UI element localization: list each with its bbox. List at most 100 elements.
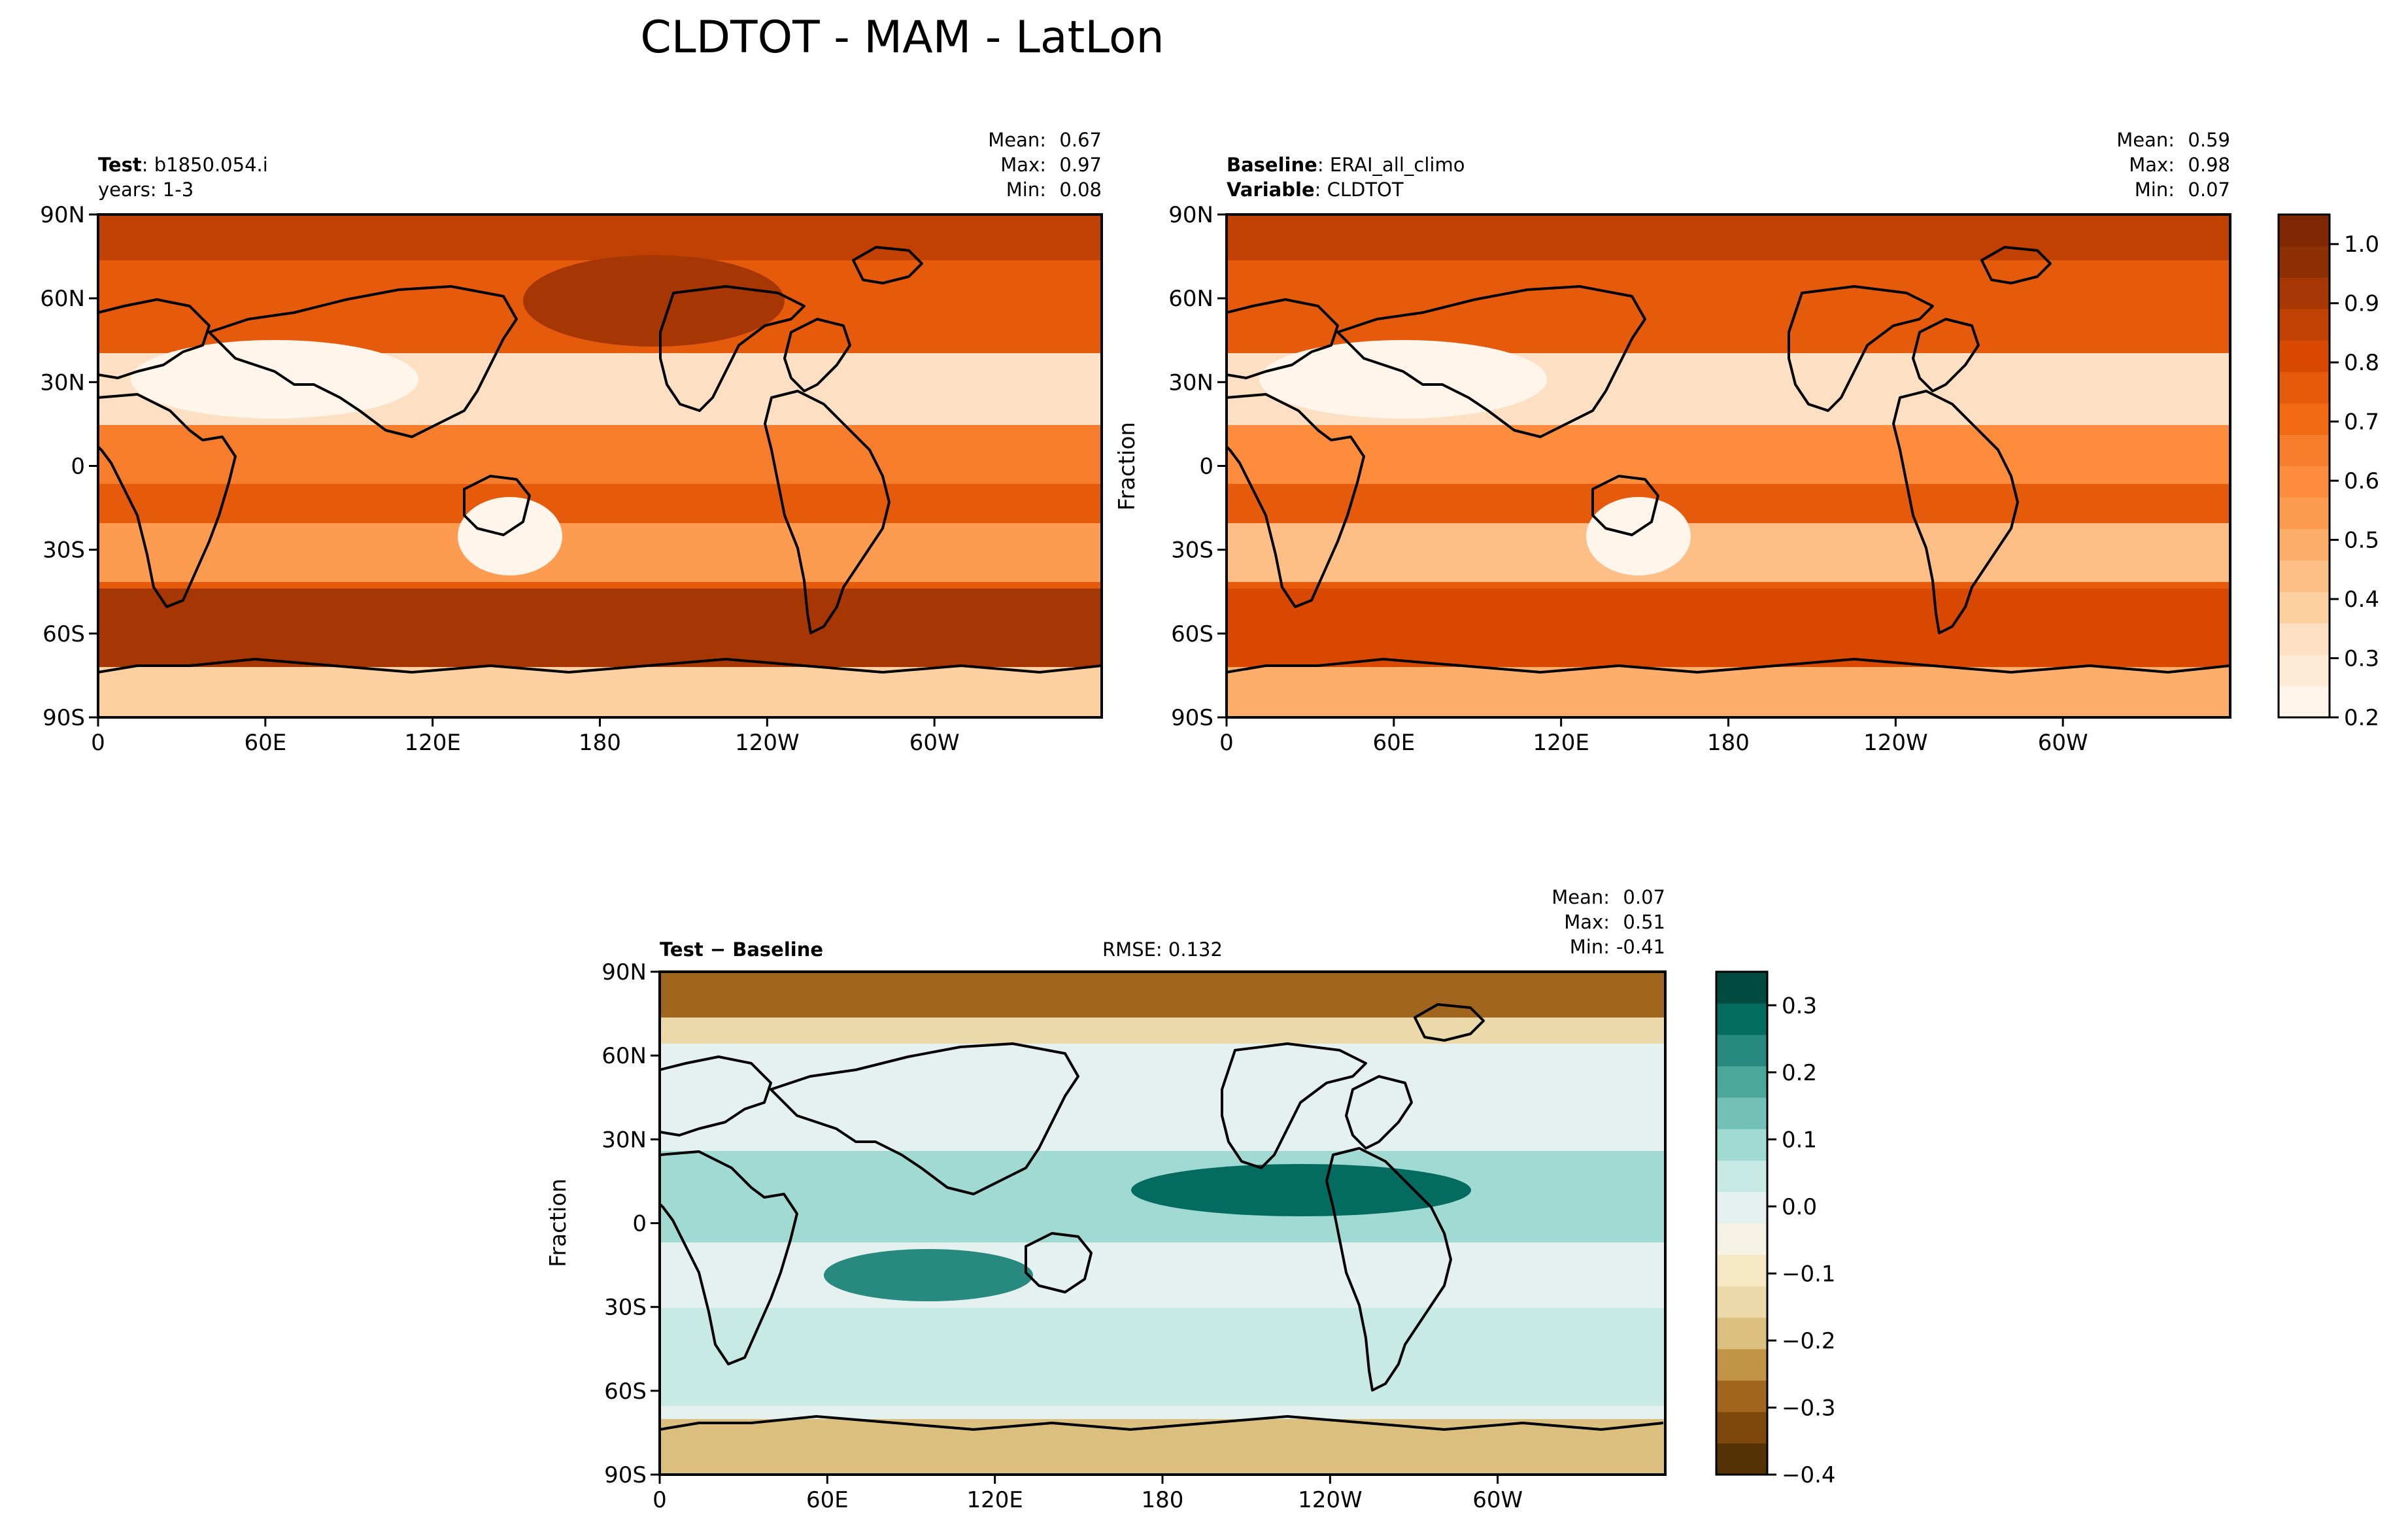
diff-band-arctic — [660, 972, 1665, 1018]
test-years: years: 1-3 — [98, 179, 194, 201]
test-ytick-label: 30S — [42, 538, 85, 564]
diff-max-value: 0.51 — [1623, 911, 1665, 933]
test-mean-label: Mean: — [988, 129, 1046, 151]
diff-colorbar-frame — [1715, 970, 1769, 1476]
baseline-colorbar-segment — [2279, 434, 2330, 466]
diff-colorbar-segment — [1716, 1097, 1767, 1129]
test-ytick-label: 60N — [40, 286, 85, 312]
diff-ytick-label: 60N — [602, 1043, 647, 1069]
baseline-xtick-label: 180 — [1707, 730, 1750, 756]
baseline-colorbar-label: 0.6 — [2344, 468, 2379, 494]
diff-xtick-label: 180 — [1142, 1487, 1184, 1513]
baseline-colorbar-label: 0.3 — [2344, 646, 2379, 672]
baseline-label: Baseline: ERAI_all_climo — [1227, 154, 1465, 176]
diff-colorbar-segment — [1716, 1254, 1767, 1287]
diff-colorbar-segment — [1716, 972, 1767, 1004]
test-label-bold: Test — [98, 154, 142, 176]
test-ytick-label: 30N — [40, 369, 85, 396]
baseline-min-value: 0.07 — [2188, 179, 2230, 201]
test-panel: Test: b1850.054.i years: 1-3 Mean: 0.67 … — [40, 129, 1103, 756]
baseline-xtick-label: 120W — [1863, 730, 1928, 756]
diff-xtick-label: 120W — [1298, 1487, 1363, 1513]
baseline-ylabel: Fraction — [1114, 422, 1140, 511]
diff-ytick-label: 60S — [604, 1378, 647, 1405]
baseline-band-southern-ocean — [1227, 589, 2230, 667]
diff-itcz-core — [1131, 1164, 1471, 1216]
baseline-ytick-label: 60N — [1168, 286, 1213, 312]
diff-colorbar-segment — [1716, 1286, 1767, 1318]
diff-colorbar-label: −0.2 — [1782, 1328, 1836, 1354]
baseline-band-arctic — [1227, 214, 2230, 260]
baseline-sahara — [1259, 340, 1547, 419]
diff-colorbar-label: −0.1 — [1782, 1261, 1836, 1287]
baseline-label-bold: Baseline — [1227, 154, 1317, 176]
baseline-variable-sep: : — [1315, 179, 1327, 201]
diff-colorbar-label: −0.3 — [1782, 1395, 1836, 1421]
baseline-colorbar-segment — [2279, 277, 2330, 309]
figure-title: CLDTOT - MAM - LatLon — [640, 12, 1164, 63]
baseline-mean-label: Mean: — [2116, 129, 2175, 151]
diff-colorbar-segment — [1716, 1317, 1767, 1350]
test-max-value: 0.97 — [1059, 154, 1102, 176]
baseline-colorbar-segment — [2279, 591, 2330, 624]
baseline-band-antarctic — [1227, 667, 2230, 717]
baseline-colorbar-segment — [2279, 246, 2330, 278]
test-ytick-label: 90S — [42, 705, 85, 731]
test-min-label: Min: — [1006, 179, 1046, 201]
baseline-colorbar-segment — [2279, 528, 2330, 561]
diff-colorbar-segment — [1716, 1129, 1767, 1161]
diff-colorbar-label: 0.0 — [1782, 1194, 1817, 1220]
baseline-colorbar-segment — [2279, 309, 2330, 341]
baseline-colorbar-label: 0.5 — [2344, 528, 2379, 554]
baseline-variable-value: CLDTOT — [1327, 179, 1404, 201]
baseline-colorbar-label: 1.0 — [2344, 231, 2379, 258]
diff-spcz-core — [824, 1249, 1033, 1301]
baseline-label-value: ERAI_all_climo — [1330, 154, 1465, 176]
diff-panel: Test − Baseline RMSE: 0.132 Mean: 0.07 M… — [545, 886, 1836, 1513]
baseline-axis-ticks: 0 60E 120E 180 120W 60W 90N 60N 30N 0 30S 60S 90S — [1168, 202, 2088, 756]
baseline-colorbar-label: 0.2 — [2344, 705, 2379, 731]
baseline-band-tropics — [1227, 425, 2230, 484]
test-mean-value: 0.67 — [1059, 129, 1102, 151]
diff-colorbar-segment — [1716, 1160, 1767, 1192]
diff-xtick-label: 120E — [966, 1487, 1023, 1513]
diff-rmse: RMSE: 0.132 — [1102, 938, 1223, 961]
baseline-variable-bold: Variable — [1227, 179, 1315, 201]
baseline-max-value: 0.98 — [2188, 154, 2230, 176]
diff-colorbar-segment — [1716, 1443, 1767, 1475]
baseline-colorbar-segment — [2279, 214, 2330, 247]
baseline-xtick-label: 120E — [1533, 730, 1589, 756]
diff-colorbar-segment — [1716, 1411, 1767, 1444]
test-xtick-label: 120W — [735, 730, 800, 756]
test-axis-ticks: 0 60E 120E 180 120W 60W 90N 60N 30N 0 30S 60S 90S — [40, 202, 959, 756]
test-band-antarctic — [98, 667, 1102, 717]
diff-xtick-label: 60E — [806, 1487, 849, 1513]
baseline-australia — [1586, 497, 1691, 575]
diff-max-label: Max: — [1564, 911, 1610, 933]
test-north-pacific — [523, 255, 785, 347]
diff-colorbar-segment — [1716, 1003, 1767, 1035]
baseline-stats: Mean: 0.59 Max: 0.98 Min: 0.07 — [2116, 129, 2230, 201]
baseline-colorbar-segment — [2279, 371, 2330, 403]
diff-colorbar-segment — [1716, 1035, 1767, 1067]
diff-label: Test − Baseline — [660, 938, 823, 961]
diff-map-field — [660, 972, 1665, 1475]
test-band-tropics — [98, 425, 1102, 484]
baseline-variable: Variable: CLDTOT — [1227, 179, 1404, 201]
baseline-colorbar: 1.0 0.9 0.8 0.7 0.6 0.5 0.4 0.3 0.2 — [2277, 213, 2379, 731]
diff-colorbar-segment — [1716, 1223, 1767, 1256]
diff-mean-value: 0.07 — [1623, 886, 1665, 908]
baseline-colorbar-label: 0.8 — [2344, 350, 2379, 376]
diff-ytick-label: 30S — [604, 1295, 647, 1321]
baseline-max-label: Max: — [2129, 154, 2175, 176]
baseline-map-field — [1227, 214, 2230, 717]
diff-band-southern — [660, 1308, 1665, 1406]
test-xtick-label: 180 — [579, 730, 621, 756]
test-xtick-label: 120E — [404, 730, 460, 756]
test-xtick-label: 60E — [244, 730, 286, 756]
diff-colorbar-segment — [1716, 1348, 1767, 1381]
baseline-xtick-label: 60E — [1372, 730, 1415, 756]
baseline-ytick-label: 30N — [1168, 369, 1213, 396]
test-xtick-label: 60W — [909, 730, 960, 756]
